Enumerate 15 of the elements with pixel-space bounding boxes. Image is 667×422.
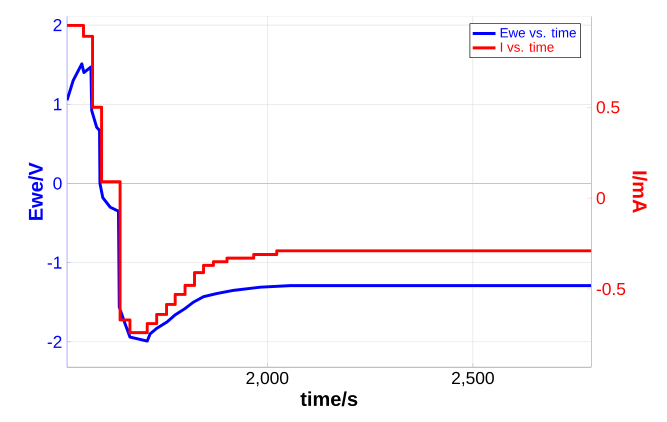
y-axis-title: Ewe/V bbox=[28, 162, 44, 220]
x-tick-label: 2,500 bbox=[452, 372, 494, 386]
x-axis-title: time/s bbox=[300, 391, 358, 406]
y2-tick-label: -0.5 bbox=[596, 282, 626, 296]
y2-tick-label: 0 bbox=[596, 192, 605, 204]
y-tick-label: -1 bbox=[48, 256, 62, 269]
y-tick-label: 0 bbox=[53, 177, 62, 190]
x-tick-label: 2,000 bbox=[246, 372, 288, 386]
y-tick-label: 1 bbox=[54, 98, 62, 110]
y2-tick-label: 0.5 bbox=[596, 100, 620, 114]
y2-axis-title: I/mA bbox=[632, 171, 648, 213]
y-tick-label: 2 bbox=[54, 18, 62, 32]
legend-label: Ewe vs. time bbox=[500, 28, 576, 38]
y-tick-label: -2 bbox=[48, 336, 62, 348]
legend-label: I vs. time bbox=[500, 42, 554, 52]
